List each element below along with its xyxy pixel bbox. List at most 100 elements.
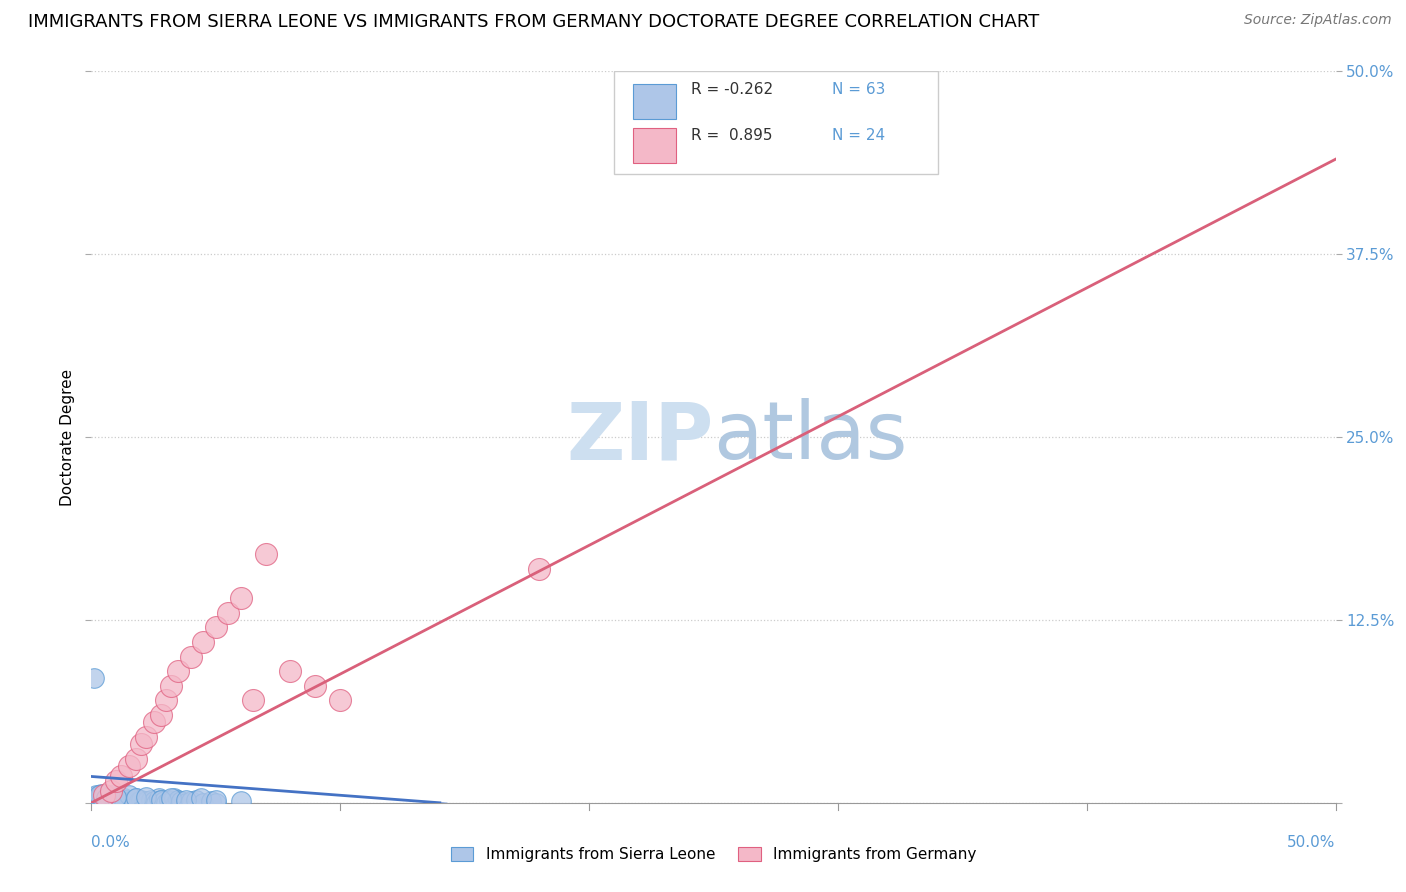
Legend: Immigrants from Sierra Leone, Immigrants from Germany: Immigrants from Sierra Leone, Immigrants… [444, 841, 983, 868]
Point [110, 796, 132, 810]
Point [122, 793, 145, 807]
Bar [633, 128, 676, 162]
Text: N = 24: N = 24 [832, 128, 884, 144]
Point [190, 791, 212, 805]
Point [193, 796, 215, 810]
Text: R =  0.895: R = 0.895 [692, 128, 773, 144]
Point [100, 794, 122, 808]
FancyBboxPatch shape [614, 71, 938, 174]
Point [184, 793, 207, 807]
Point [193, 635, 215, 649]
Point [139, 793, 162, 807]
Point [100, 789, 122, 803]
Point [135, 789, 157, 804]
Point [135, 730, 157, 744]
Point [205, 793, 228, 807]
Point [174, 793, 197, 807]
Point [87, 789, 110, 804]
Point [97, 793, 120, 807]
Point [125, 752, 148, 766]
Point [105, 789, 128, 804]
Point [128, 794, 150, 808]
Point [129, 737, 152, 751]
Point [160, 794, 183, 808]
Point [229, 794, 252, 808]
Bar [633, 84, 676, 119]
Point [150, 793, 173, 807]
Point [125, 791, 148, 805]
Point [87, 789, 110, 803]
Point [160, 679, 183, 693]
Point [145, 796, 167, 810]
Point [90, 796, 112, 810]
Point [118, 789, 141, 803]
Point [118, 759, 141, 773]
Point [129, 793, 152, 807]
Point [142, 794, 165, 808]
Point [160, 791, 183, 805]
Point [205, 796, 228, 810]
Point [148, 791, 170, 805]
Point [329, 693, 352, 707]
Point [180, 649, 202, 664]
Point [86, 796, 108, 810]
Text: atlas: atlas [713, 398, 908, 476]
Text: ZIP: ZIP [567, 398, 713, 476]
Text: N = 63: N = 63 [832, 82, 886, 97]
Point [174, 796, 197, 810]
Point [100, 784, 122, 798]
Point [155, 693, 177, 707]
Point [96, 791, 118, 805]
Point [254, 547, 277, 561]
Point [90, 787, 112, 801]
Point [217, 606, 239, 620]
Point [83, 672, 105, 686]
Point [157, 793, 180, 807]
Point [180, 794, 202, 808]
Point [107, 794, 129, 808]
Text: IMMIGRANTS FROM SIERRA LEONE VS IMMIGRANTS FROM GERMANY DOCTORATE DEGREE CORRELA: IMMIGRANTS FROM SIERRA LEONE VS IMMIGRAN… [28, 13, 1039, 31]
Point [118, 796, 141, 810]
Point [242, 693, 264, 707]
Point [105, 773, 128, 788]
Point [205, 620, 228, 634]
Point [150, 793, 173, 807]
Point [167, 793, 190, 807]
Point [150, 708, 173, 723]
Point [135, 794, 157, 808]
Point [162, 791, 184, 805]
Point [93, 794, 115, 808]
Point [93, 789, 115, 803]
Point [103, 791, 125, 805]
Point [105, 789, 128, 804]
Point [165, 796, 187, 810]
Point [132, 796, 155, 810]
Point [83, 789, 105, 804]
Point [93, 789, 115, 803]
Text: Source: ZipAtlas.com: Source: ZipAtlas.com [1244, 13, 1392, 28]
Point [142, 715, 165, 730]
Point [110, 769, 132, 783]
Point [103, 791, 125, 805]
Point [529, 562, 551, 576]
Point [120, 794, 142, 808]
Point [170, 794, 193, 808]
Point [152, 794, 174, 808]
Point [105, 793, 128, 807]
Point [86, 789, 108, 803]
Point [112, 791, 135, 805]
Point [155, 796, 177, 810]
Point [97, 789, 120, 804]
Point [96, 791, 118, 805]
Point [229, 591, 252, 605]
Y-axis label: Doctorate Degree: Doctorate Degree [59, 368, 75, 506]
Point [125, 791, 148, 805]
Text: R = -0.262: R = -0.262 [692, 82, 773, 97]
Point [304, 679, 326, 693]
Point [280, 664, 302, 678]
Point [200, 794, 222, 808]
Point [87, 794, 110, 808]
Point [96, 796, 118, 810]
Text: 0.0%: 0.0% [91, 835, 131, 850]
Text: 50.0%: 50.0% [1288, 835, 1336, 850]
